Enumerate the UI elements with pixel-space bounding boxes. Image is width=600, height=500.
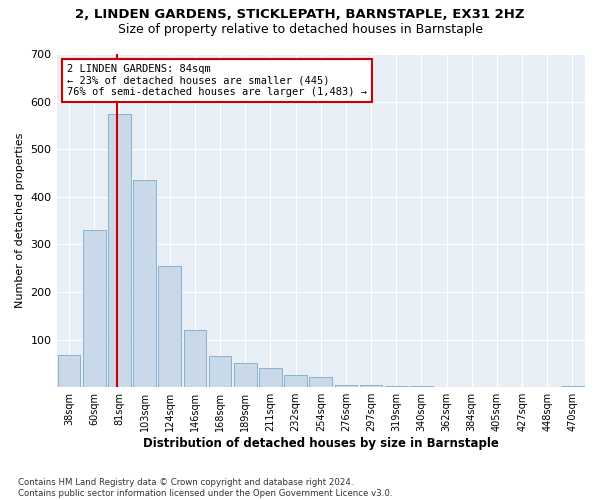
Bar bbox=[133, 180, 156, 387]
Bar bbox=[335, 385, 357, 387]
Bar bbox=[410, 386, 433, 387]
Text: Contains HM Land Registry data © Crown copyright and database right 2024.
Contai: Contains HM Land Registry data © Crown c… bbox=[18, 478, 392, 498]
Bar bbox=[158, 266, 181, 387]
Bar bbox=[184, 330, 206, 387]
Bar bbox=[561, 386, 584, 387]
X-axis label: Distribution of detached houses by size in Barnstaple: Distribution of detached houses by size … bbox=[143, 437, 499, 450]
Bar bbox=[58, 355, 80, 387]
Bar bbox=[259, 368, 282, 387]
Bar bbox=[108, 114, 131, 387]
Bar bbox=[360, 385, 382, 387]
Y-axis label: Number of detached properties: Number of detached properties bbox=[15, 133, 25, 308]
Bar bbox=[83, 230, 106, 387]
Bar bbox=[284, 376, 307, 387]
Text: 2 LINDEN GARDENS: 84sqm
← 23% of detached houses are smaller (445)
76% of semi-d: 2 LINDEN GARDENS: 84sqm ← 23% of detache… bbox=[67, 64, 367, 97]
Bar bbox=[385, 386, 407, 387]
Bar bbox=[310, 376, 332, 387]
Bar bbox=[209, 356, 232, 387]
Text: Size of property relative to detached houses in Barnstaple: Size of property relative to detached ho… bbox=[118, 22, 482, 36]
Bar bbox=[234, 364, 257, 387]
Text: 2, LINDEN GARDENS, STICKLEPATH, BARNSTAPLE, EX31 2HZ: 2, LINDEN GARDENS, STICKLEPATH, BARNSTAP… bbox=[75, 8, 525, 20]
